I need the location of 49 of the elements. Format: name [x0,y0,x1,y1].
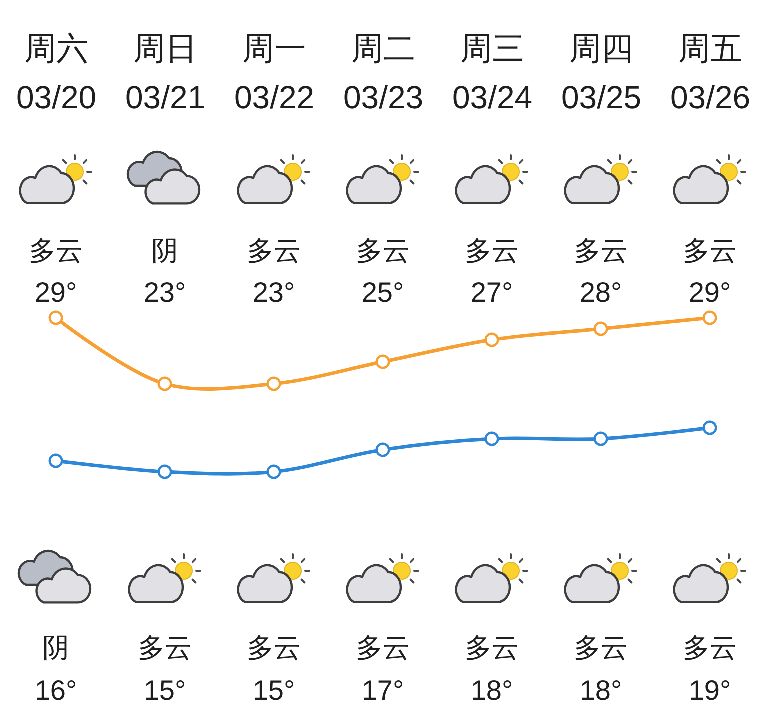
point [158,464,172,480]
data-label: 23° [144,277,186,308]
point [376,354,390,370]
data-label: 28° [580,277,622,308]
data-label: 29° [688,277,732,308]
point [484,332,500,348]
point [484,432,500,446]
data-label: 27° [470,277,514,308]
point [48,310,64,326]
text: 多云 [356,236,410,266]
point [594,432,608,446]
text: 多云 [683,633,737,663]
text: 多云 [465,236,519,266]
point [266,376,282,392]
x-tick-label: 周三 03/24 [452,30,533,116]
point [702,420,718,436]
text: 多云 [29,236,83,266]
x-tick-label: 周四 03/25 [561,30,642,116]
text: 多云 [574,633,628,663]
x-tick-label: 周一 03/22 [234,30,315,116]
text: 多云 [465,633,519,663]
text: 阴 [152,236,178,266]
data-label: 19° [688,675,732,706]
text: 多云 [356,633,410,663]
text: 多云 [574,236,628,266]
x-tick-label: 周五 03/26 [670,30,751,116]
data-label: 18° [580,675,622,706]
point [702,310,718,326]
point [48,454,64,468]
text: 多云 [247,236,301,266]
point [594,322,608,336]
point [266,464,282,480]
data-label: 16° [34,675,78,706]
data-label: 15° [252,675,296,706]
text: 阴 [42,633,70,663]
data-label: 18° [470,675,514,706]
x-tick-label: 周六 03/20 [16,30,97,116]
x-tick-label: 周日 03/21 [125,30,206,116]
data-label: 15° [144,675,186,706]
point [376,442,390,458]
data-label: 29° [34,277,78,308]
text: 多云 [138,633,192,663]
text: 多云 [247,633,301,663]
data-label: 23° [252,277,296,308]
x-tick-label: 周二 03/23 [343,30,424,116]
data-label: 17° [362,675,404,706]
point [158,376,172,392]
text: 多云 [683,236,737,266]
data-label: 25° [362,277,404,308]
